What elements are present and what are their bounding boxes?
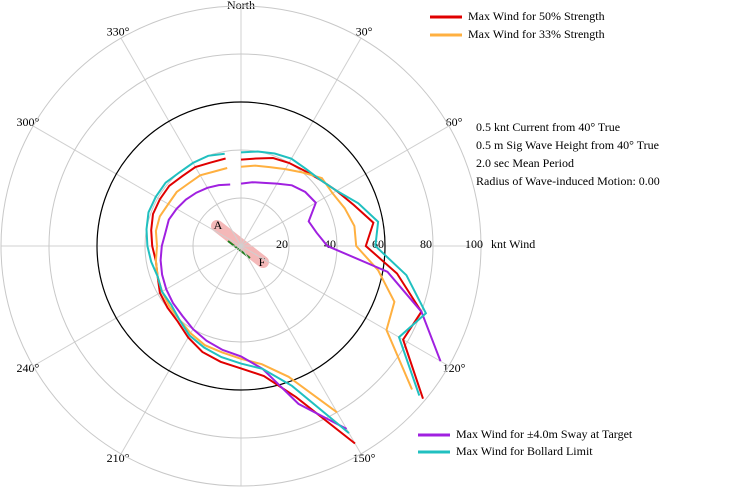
angle-label: 60° [446, 115, 463, 129]
series-line [150, 156, 424, 445]
spoke [120, 37, 242, 247]
angle-label: 150° [353, 451, 376, 465]
legend-label: Max Wind for ±4.0m Sway at Target [456, 427, 633, 441]
note: 0.5 knt Current from 40° True [476, 120, 620, 134]
r-tick-label: 80 [420, 237, 432, 251]
angle-label: 120° [443, 361, 466, 375]
angle-label: 210° [107, 451, 130, 465]
series-line [154, 164, 413, 414]
series-line [159, 181, 442, 430]
spoke [240, 245, 362, 455]
ring [0, 5, 482, 487]
reference-ring [96, 101, 386, 391]
angle-label: 330° [107, 25, 130, 39]
spoke [240, 125, 450, 247]
series-line [145, 150, 428, 434]
ring [144, 149, 338, 343]
note: 2.0 sec Mean Period [476, 156, 574, 170]
r-tick-label: 100 [465, 237, 483, 251]
spoke [32, 245, 242, 367]
annotation: A [214, 218, 223, 232]
r-tick-label: 60 [372, 237, 384, 251]
spoke [240, 245, 450, 367]
spoke [240, 37, 362, 247]
ring [48, 53, 434, 439]
ring [192, 197, 290, 295]
r-axis-label: knt Wind [491, 237, 535, 251]
legend-label: Max Wind for 33% Strength [468, 27, 605, 41]
legend-label: Max Wind for Bollard Limit [456, 444, 593, 458]
angle-label: 30° [356, 25, 373, 39]
angle-label: 240° [17, 361, 40, 375]
spoke [32, 125, 242, 247]
spoke [120, 245, 242, 455]
r-tick-label: 40 [324, 237, 336, 251]
legend-label: Max Wind for 50% Strength [468, 9, 605, 23]
annotation: F [259, 255, 266, 269]
r-tick-label: 20 [276, 237, 288, 251]
note: 0.5 m Sig Wave Height from 40° True [476, 138, 659, 152]
note: Radius of Wave-induced Motion: 0.00 [476, 174, 660, 188]
